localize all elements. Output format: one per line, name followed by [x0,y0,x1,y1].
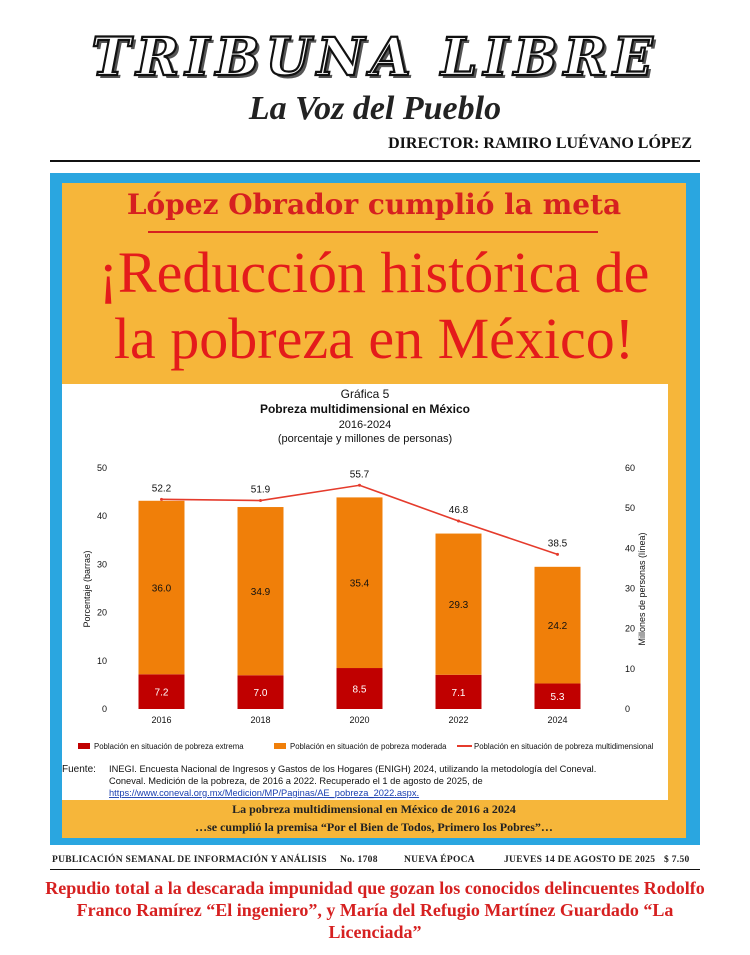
issue-date: JUEVES 14 DE AGOSTO DE 2025 [504,855,656,865]
y2-tick-label: 40 [625,543,635,553]
data-label-moderate: 36.0 [152,584,172,595]
publication-infobar: PUBLICACIÓN SEMANAL DE INFORMACIÓN Y ANÁ… [52,853,700,869]
legend-label-total: Población en situación de pobreza multid… [474,742,654,751]
bar-moderate [534,566,581,684]
source-line-2: Coneval. Medición de la pobreza, de 2016… [109,776,483,786]
y-tick-label: 0 [102,704,107,714]
y2-tick-label: 60 [625,463,635,473]
y2-tick-label: 20 [625,624,635,634]
cover-headline: ¡Reducción histórica de la pobreza en Mé… [62,240,686,372]
line-point [358,483,361,487]
y2-tick-label: 0 [625,704,630,714]
cover-kicker: López Obrador cumplió la meta [126,188,622,221]
masthead: TRIBUNA LIBRE [0,26,750,88]
y-axis-label: Porcentaje (barras) [82,550,92,627]
x-tick-label: 2024 [547,715,567,725]
data-label-moderate: 35.4 [350,579,370,590]
headline-line-1: ¡Reducción histórica de [98,240,650,305]
newspaper-title: TRIBUNA LIBRE [90,26,659,88]
chart-subtitle-units: (porcentaje y millones de personas) [278,433,452,445]
data-label-extreme: 5.3 [551,692,565,703]
x-tick-label: 2020 [349,715,369,725]
bar-extreme [336,668,383,709]
bar-moderate [336,497,383,669]
chart-title: Pobreza multidimensional en México [260,402,470,416]
y2-tick-label: 10 [625,664,635,674]
x-tick-label: 2016 [151,715,171,725]
poverty-chart: Gráfica 5 Pobreza multidimensional en Mé… [62,387,654,798]
data-label-extreme: 8.5 [353,685,367,696]
bar-extreme [138,674,185,709]
footer-headline-line-2: Franco Ramírez “El ingeniero”, y María d… [76,900,674,942]
y-tick-label: 10 [97,656,107,666]
data-label-total: 52.2 [152,483,172,494]
y-tick-label: 20 [97,608,107,618]
bar-extreme [237,675,284,709]
headline-line-2: la pobreza en México! [113,306,635,371]
caption-line-1: La pobreza multidimensional en México de… [232,802,516,816]
bar-moderate [138,500,185,675]
y2-axis-label: Millones de personas (línea) [637,532,647,645]
y-tick-label: 50 [97,463,107,473]
issue-number: No. 1708 [340,855,378,865]
chart-panel: Gráfica 5 Pobreza multidimensional en Mé… [62,384,668,800]
x-tick-label: 2018 [250,715,270,725]
bar-extreme [435,674,482,709]
epoch-label: NUEVA ÉPOCA [404,855,475,865]
footer-headline-line-1: Repudio total a la descarada impunidad q… [45,878,705,898]
source-url[interactable]: https://www.coneval.org.mx/Medicion/MP/P… [109,788,419,798]
data-label-extreme: 7.1 [452,688,466,699]
kicker-underline [148,231,598,233]
source-line-1: INEGI. Encuesta Nacional de Ingresos y G… [109,764,596,774]
bar-moderate [237,507,284,676]
infobar-divider [50,869,700,870]
legend-label-extreme: Población en situación de pobreza extrem… [94,742,244,751]
y-tick-label: 40 [97,511,107,521]
director-line: DIRECTOR: RAMIRO LUÉVANO LÓPEZ [388,135,692,152]
line-point [556,552,559,556]
legend-swatch-moderate [274,743,286,749]
data-label-extreme: 7.0 [254,688,268,699]
footer-headline: Repudio total a la descarada impunidad q… [40,877,710,943]
bar-extreme [534,683,581,709]
y-tick-label: 30 [97,559,107,569]
line-point [259,499,262,503]
newspaper-subtitle: La Voz del Pueblo [248,90,502,127]
data-label-total: 51.9 [251,485,271,496]
data-label-total: 46.8 [449,505,469,516]
data-label-extreme: 7.2 [155,688,169,699]
line-point [457,519,460,523]
y2-tick-label: 30 [625,584,635,594]
line-point [160,497,163,501]
data-label-total: 38.5 [548,538,568,549]
data-label-moderate: 29.3 [449,600,469,611]
source-label: Fuente: [62,764,96,775]
masthead-divider [50,160,700,162]
x-tick-label: 2022 [448,715,468,725]
chart-label: Gráfica 5 [341,387,390,401]
legend-label-moderate: Población en situación de pobreza modera… [290,742,447,751]
data-label-moderate: 24.2 [548,621,568,632]
data-label-moderate: 34.9 [251,587,271,598]
caption-line-2: …se cumplió la premisa “Por el Bien de T… [195,820,553,834]
issue-price: $ 7.50 [664,855,690,865]
legend-swatch-extreme [78,743,90,749]
chart-subtitle-years: 2016-2024 [339,419,392,431]
bar-moderate [435,533,482,675]
publication-description: PUBLICACIÓN SEMANAL DE INFORMACIÓN Y ANÁ… [52,855,327,865]
data-label-total: 55.7 [350,469,370,480]
y2-tick-label: 50 [625,503,635,513]
chart-caption: La pobreza multidimensional en México de… [62,800,686,836]
